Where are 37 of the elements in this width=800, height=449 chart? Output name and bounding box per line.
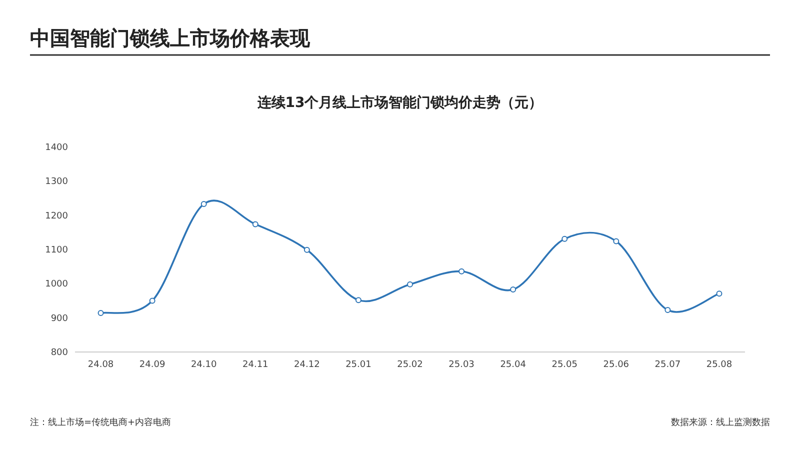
point [304, 246, 310, 253]
point [149, 298, 156, 304]
y-tick-label: 1400 [45, 143, 68, 153]
x-tick-label: 25.03 [448, 360, 474, 370]
point [716, 290, 722, 297]
point [613, 238, 620, 244]
chart-title: 中国智能门锁线上市场价格表现 [30, 26, 311, 50]
y-tick-label: 1100 [45, 246, 68, 256]
point [200, 201, 207, 208]
y-tick-label: 1000 [45, 280, 68, 290]
x-tick-label: 25.06 [603, 360, 630, 370]
x-tick-label: 25.08 [706, 360, 732, 370]
text: 注：线上市场=传统电商+内容电商 [30, 417, 172, 428]
y-tick-label: 800 [50, 348, 68, 358]
x-tick-label: 25.01 [346, 360, 372, 370]
y-tick-label: 1200 [45, 211, 68, 222]
point [664, 306, 671, 313]
x-tick-label: 25.04 [500, 360, 526, 370]
y-tick-label: 900 [50, 314, 68, 324]
x-tick-label: 24.09 [139, 360, 166, 370]
point [252, 221, 258, 228]
x-tick-label: 25.07 [654, 360, 681, 370]
chart-subtitle: 连续13个月线上市场智能门锁均价走势（元） [256, 94, 543, 111]
source-note: 数据来源：线上监测数据 [671, 417, 770, 428]
point [458, 268, 465, 274]
point [562, 236, 568, 242]
x-tick-label: 24.11 [242, 360, 268, 370]
point [510, 286, 516, 292]
point [355, 297, 362, 304]
x-tick-label: 24.10 [190, 360, 217, 370]
x-tick-label: 25.05 [552, 360, 578, 370]
x-tick-label: 25.02 [397, 360, 423, 370]
x-tick-label: 24.08 [88, 360, 114, 370]
y-tick-label: 1300 [45, 177, 68, 188]
x-tick-label: 24.12 [294, 360, 320, 370]
point [98, 310, 104, 316]
point [407, 281, 413, 288]
